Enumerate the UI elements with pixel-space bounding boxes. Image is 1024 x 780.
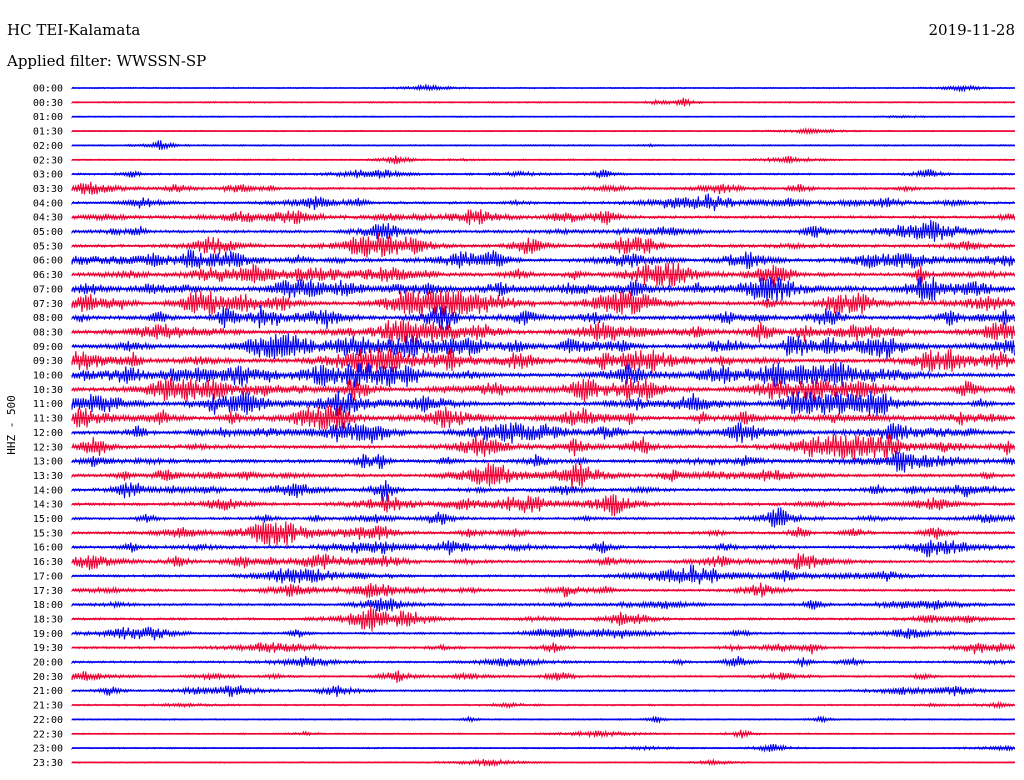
tick-label-1900: 19:00 xyxy=(33,629,63,640)
tick-label-1130: 11:30 xyxy=(33,414,63,425)
tick-label-0600: 06:00 xyxy=(33,256,63,267)
tick-label-1730: 17:30 xyxy=(33,586,63,597)
tick-label-1330: 13:30 xyxy=(33,471,63,482)
tick-label-0330: 03:30 xyxy=(33,184,63,195)
tick-label-2000: 20:00 xyxy=(33,658,63,669)
y-axis-label: HHZ - 500 xyxy=(5,395,18,455)
tick-label-1030: 10:30 xyxy=(33,385,63,396)
trace-1700 xyxy=(71,564,1015,585)
tick-label-0230: 02:30 xyxy=(33,155,63,166)
tick-label-1600: 16:00 xyxy=(33,543,63,554)
tick-label-1830: 18:30 xyxy=(33,614,63,625)
tick-label-0430: 04:30 xyxy=(33,213,63,224)
trace-1600 xyxy=(71,539,1015,558)
tick-label-2200: 22:00 xyxy=(33,715,63,726)
tick-label-2100: 21:00 xyxy=(33,686,63,697)
trace-1400 xyxy=(71,480,1015,502)
tick-label-1230: 12:30 xyxy=(33,442,63,453)
tick-label-2130: 21:30 xyxy=(33,701,63,712)
tick-label-2030: 20:30 xyxy=(33,672,63,683)
tick-label-0030: 00:30 xyxy=(33,98,63,109)
tick-label-2300: 23:00 xyxy=(33,744,63,755)
tick-label-1700: 17:00 xyxy=(33,571,63,582)
tick-label-1300: 13:00 xyxy=(33,457,63,468)
tick-label-0100: 01:00 xyxy=(33,112,63,123)
trace-1430 xyxy=(71,494,1015,517)
tick-label-0000: 00:00 xyxy=(33,84,63,95)
tick-label-1530: 15:30 xyxy=(33,528,63,539)
tick-label-1500: 15:00 xyxy=(33,514,63,525)
tick-label-0830: 08:30 xyxy=(33,327,63,338)
tick-label-2230: 22:30 xyxy=(33,729,63,740)
filter-label: Applied filter: WWSSN-SP xyxy=(6,52,206,70)
tick-label-1200: 12:00 xyxy=(33,428,63,439)
tick-label-0300: 03:00 xyxy=(33,170,63,181)
tick-label-0500: 05:00 xyxy=(33,227,63,238)
tick-label-group: 00:00 00:30 01:00 01:30 02:00 02:30 03:00 03:30… xyxy=(33,84,63,769)
trace-1500 xyxy=(71,507,1015,528)
tick-label-1630: 16:30 xyxy=(33,557,63,568)
tick-label-0200: 02:00 xyxy=(33,141,63,152)
tick-label-1100: 11:00 xyxy=(33,399,63,410)
tick-label-1400: 14:00 xyxy=(33,485,63,496)
tick-label-1930: 19:30 xyxy=(33,643,63,654)
trace-group xyxy=(71,83,1015,768)
tick-label-0630: 06:30 xyxy=(33,270,63,281)
tick-label-0930: 09:30 xyxy=(33,356,63,367)
tick-label-2330: 23:30 xyxy=(33,758,63,769)
tick-label-0700: 07:00 xyxy=(33,284,63,295)
station-title: HC TEI-Kalamata xyxy=(7,21,140,39)
tick-label-0730: 07:30 xyxy=(33,299,63,310)
tick-label-0130: 01:30 xyxy=(33,127,63,138)
date-label: 2019-11-28 xyxy=(929,21,1015,39)
tick-label-0900: 09:00 xyxy=(33,342,63,353)
tick-label-0800: 08:00 xyxy=(33,313,63,324)
tick-label-1430: 14:30 xyxy=(33,500,63,511)
tick-label-0530: 05:30 xyxy=(33,241,63,252)
tick-label-0400: 04:00 xyxy=(33,198,63,209)
trace-0600 xyxy=(71,249,1015,270)
tick-label-1800: 18:00 xyxy=(33,600,63,611)
tick-label-1000: 10:00 xyxy=(33,371,63,382)
